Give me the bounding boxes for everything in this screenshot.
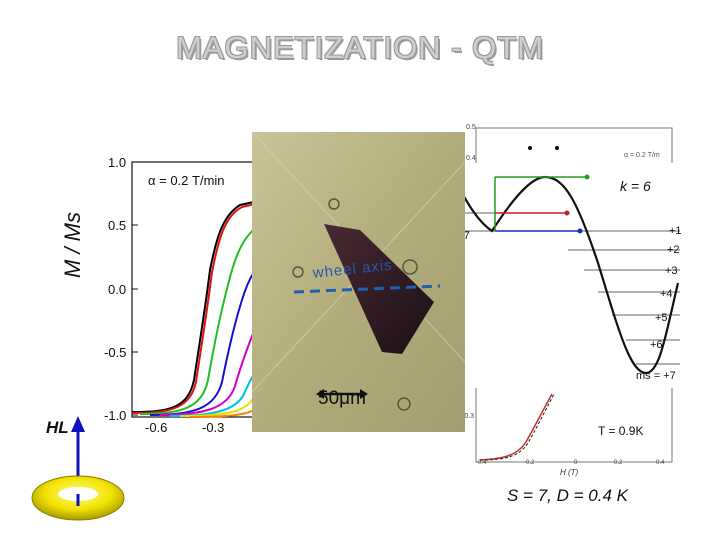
inset-top-tick: 0.5 xyxy=(466,124,476,131)
y-tick-label: -1.0 xyxy=(104,408,127,423)
ms-label: ms = +7 xyxy=(636,370,676,382)
field-arrow-head xyxy=(71,416,85,432)
energy-diagram-svg xyxy=(449,172,680,375)
curve-green xyxy=(139,223,273,415)
transition-red-dot xyxy=(564,210,570,216)
curve-black xyxy=(131,197,273,413)
y-tick-label: -0.5 xyxy=(104,345,127,360)
sweep-rate-label: α = 0.2 T/min xyxy=(148,173,225,188)
potential-curve xyxy=(449,172,680,375)
level-label-right: +2 xyxy=(667,244,680,256)
wheel-axis-line xyxy=(293,284,441,294)
energy-levels xyxy=(450,212,680,365)
field-label: HL xyxy=(46,418,69,437)
inset-x-tick: -0.4 xyxy=(476,460,487,466)
inset-temperature: T = 0.9K xyxy=(598,424,644,438)
inset-x-tick: -0.2 xyxy=(524,460,535,466)
inset-x-label: H (T) xyxy=(560,468,579,477)
level-label-right: +3 xyxy=(665,265,678,277)
inset-curve-fit xyxy=(479,393,555,461)
inset-x-tick: 0 xyxy=(574,460,578,466)
inset-x-tick: 0.2 xyxy=(614,460,623,466)
toroid-graphic xyxy=(26,410,136,540)
slide-title: MAGNETIZATION - QTM xyxy=(175,30,544,65)
inset-marker xyxy=(555,146,559,150)
crystal-photo xyxy=(252,132,465,432)
inset-side-tick: 0.4 xyxy=(466,155,476,162)
magnetization-plot-svg xyxy=(131,161,273,418)
inset-x-tick: 0.4 xyxy=(656,460,665,466)
curve-red xyxy=(131,199,273,414)
inset-rate-label: α = 0.2 T/m xyxy=(624,152,660,159)
x-tick-label: -0.6 xyxy=(145,420,168,435)
transition-blue-dot xyxy=(577,228,583,234)
inset-curve xyxy=(479,393,553,461)
x-tick-label: -0.3 xyxy=(202,420,225,435)
magnetization-plot xyxy=(70,150,273,440)
y-tick-label: 1.0 xyxy=(108,155,127,170)
crystal-photo-svg xyxy=(252,132,465,432)
toroid-svg xyxy=(31,416,125,521)
plot-frame xyxy=(131,161,273,418)
level-label-right: +5 xyxy=(655,312,668,324)
level-label-right: +1 xyxy=(669,225,682,237)
y-tick-label: 0.5 xyxy=(108,218,127,233)
y-axis-label: M / Ms xyxy=(60,212,85,278)
inset-side-tick: -0.3 xyxy=(462,413,475,420)
curve-blue xyxy=(149,253,273,416)
inset-marker xyxy=(528,146,532,150)
level-label-right: +6 xyxy=(650,339,663,351)
level-label-right: +4 xyxy=(660,288,673,300)
y-tick-label: 0.0 xyxy=(108,282,127,297)
scale-label: 50μm xyxy=(318,388,366,409)
transition-green-dot xyxy=(584,174,590,180)
energy-diagram xyxy=(449,163,680,388)
k-label: k = 6 xyxy=(620,178,651,194)
parameters-label: S = 7, D = 0.4 K xyxy=(507,486,628,505)
